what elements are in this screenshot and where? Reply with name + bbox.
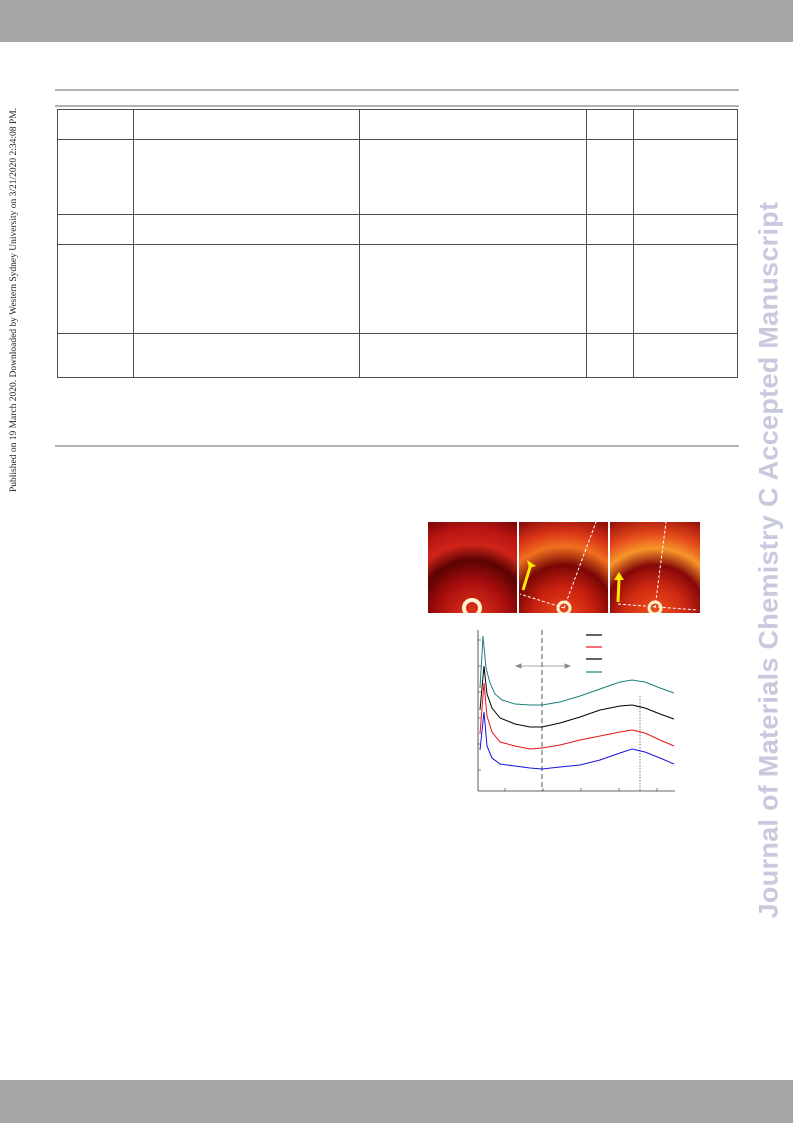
table-cell (57, 139, 134, 215)
table-cell (633, 139, 738, 215)
table-cell (586, 214, 634, 245)
top-rule (55, 89, 739, 91)
table-cell (133, 139, 360, 215)
diffraction-patterns (428, 522, 700, 613)
plot-axes (477, 630, 675, 792)
table-header-cell (57, 109, 134, 140)
table-row (57, 244, 738, 334)
table-cell (57, 214, 134, 245)
legend (586, 634, 602, 673)
data-table (57, 109, 738, 378)
axis-ticks (478, 639, 658, 791)
series-line-teal (479, 635, 675, 706)
table-cell (57, 333, 134, 378)
series-line-red (479, 682, 675, 750)
table-cell (633, 333, 738, 378)
table-cell (633, 214, 738, 245)
table-cell (133, 244, 360, 334)
arrow-icon (614, 572, 624, 580)
table-cell (359, 333, 587, 378)
table-cell (633, 244, 738, 334)
series-line-black (479, 665, 675, 728)
publication-note: Published on 19 March 2020. Downloaded b… (9, 107, 19, 493)
intensity-plot (477, 630, 675, 792)
footer-band (0, 1080, 793, 1123)
table-header-row (57, 109, 738, 140)
table-cell (359, 139, 587, 215)
table-top-rule (55, 105, 739, 107)
table-cell (359, 244, 587, 334)
watermark-text: Journal of Materials Chemistry C Accepte… (753, 201, 784, 919)
range-arrow (514, 663, 572, 669)
table-cell (133, 214, 360, 245)
pattern-panel-3 (610, 522, 700, 613)
header-band (0, 0, 793, 42)
table-header-cell (633, 109, 738, 140)
table-header-cell (359, 109, 587, 140)
table-row (57, 139, 738, 215)
pattern-panel-2 (519, 522, 608, 613)
series-line-blue (479, 711, 675, 770)
table-cell (586, 333, 634, 378)
mid-rule (55, 445, 739, 447)
table-header-cell (586, 109, 634, 140)
pattern-panel-1 (428, 522, 517, 613)
table-cell (57, 244, 134, 334)
table-row (57, 333, 738, 378)
table-cell (586, 244, 634, 334)
table-header-cell (133, 109, 360, 140)
arrow-icon (527, 560, 536, 568)
table-cell (586, 139, 634, 215)
table-cell (133, 333, 360, 378)
table-row (57, 214, 738, 245)
table-cell (359, 214, 587, 245)
